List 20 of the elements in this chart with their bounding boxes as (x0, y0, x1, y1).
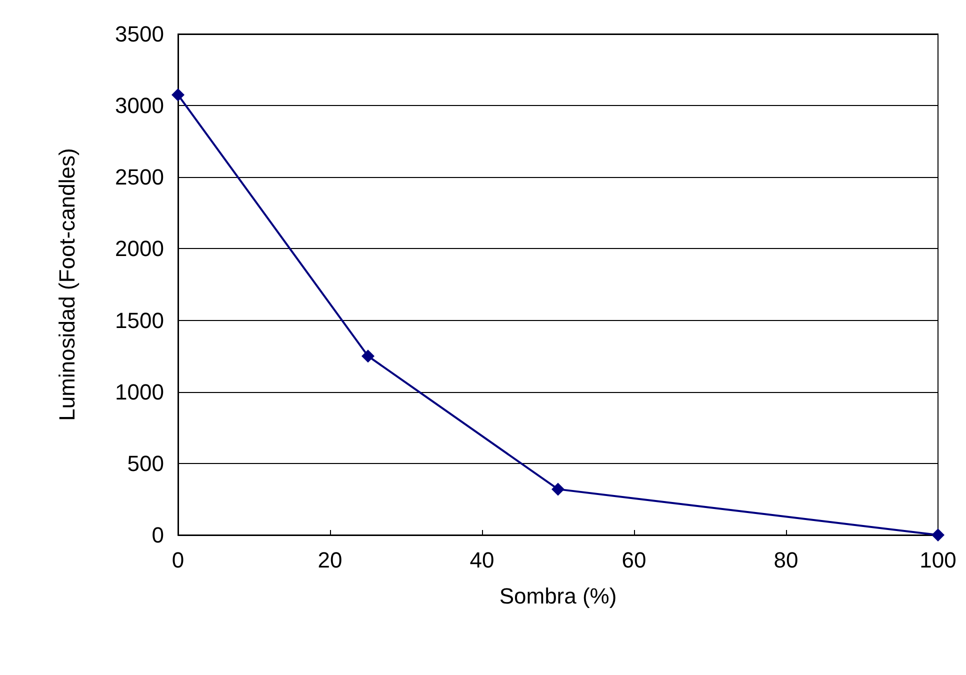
y-tick-label: 1000 (115, 379, 164, 404)
y-tick-label: 3000 (115, 93, 164, 118)
point (172, 88, 184, 102)
x-tick-label: 100 (920, 548, 956, 572)
x-axis-title: Sombra (%) (499, 584, 617, 608)
x-tick-label: 0 (172, 548, 184, 572)
y-tick-label: 0 (152, 522, 164, 548)
y-tick-label: 1500 (115, 308, 164, 333)
y-tick-label: 2500 (115, 164, 164, 190)
y-tick-label: 3500 (115, 22, 164, 46)
point (552, 482, 564, 496)
point (932, 528, 944, 542)
point (362, 350, 374, 363)
x-tick-label: 60 (622, 548, 646, 572)
x-tick-label: 20 (318, 548, 342, 572)
y-axis-title: Luminosidad (Foot-candles) (54, 148, 80, 421)
y-tick-label: 500 (127, 450, 164, 476)
y-tick-label: 2000 (115, 236, 164, 262)
x-tick-label: 40 (470, 548, 494, 572)
x-tick-label: 80 (774, 548, 798, 572)
